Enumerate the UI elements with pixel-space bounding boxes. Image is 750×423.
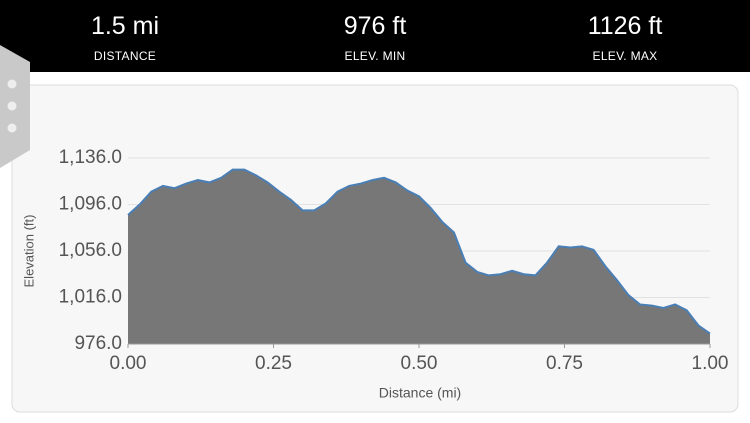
x-tick-label: 1.00 — [692, 353, 729, 374]
x-tick-label: 0.25 — [255, 353, 292, 374]
menu-dot — [7, 101, 17, 111]
x-tick-label: 0.75 — [546, 353, 583, 374]
stat-value: 1.5 mi — [90, 12, 160, 40]
x-tick-label: 0.50 — [401, 353, 438, 374]
stat-value: 1126 ft — [587, 12, 663, 40]
y-tick-label: 1,056.0 — [59, 240, 122, 261]
stat-value: 976 ft — [343, 12, 407, 40]
y-tick-label: 1,096.0 — [59, 194, 122, 215]
stats-bar: 1.5 mi DISTANCE 976 ft ELEV. MIN 1126 ft EL… — [0, 0, 750, 72]
x-axis-label: Distance (mi) — [379, 385, 461, 401]
y-tick-label: 1,016.0 — [59, 287, 122, 308]
x-tick-label: 0.00 — [110, 353, 147, 374]
stat-label: ELEV. MIN — [344, 49, 406, 63]
menu-dot — [7, 123, 17, 133]
elevation-line — [127, 168, 711, 335]
stat-label: DISTANCE — [93, 49, 157, 63]
y-tick-label: 976.0 — [74, 333, 122, 354]
menu-dot — [7, 79, 17, 89]
area-fill — [128, 169, 710, 344]
y-axis-label: Elevation (ft) — [21, 215, 36, 288]
y-tick-label: 1,136.0 — [59, 147, 122, 168]
stat-label: ELEV. MAX — [592, 49, 658, 63]
